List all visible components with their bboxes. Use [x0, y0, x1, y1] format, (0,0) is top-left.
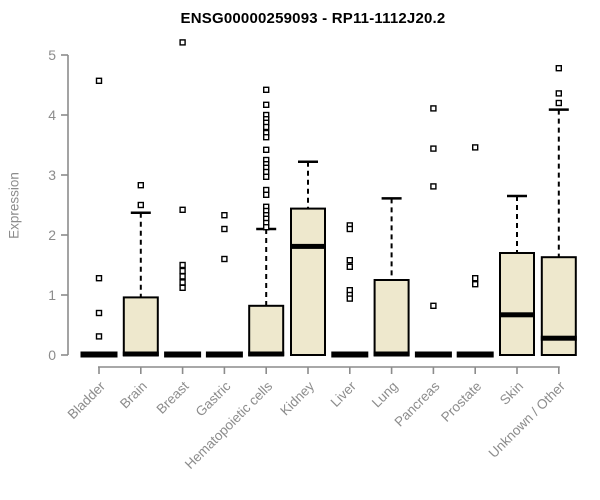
- outlier-point: [137, 201, 145, 209]
- box-body: [373, 279, 410, 356]
- flat-box-at-zero: [456, 351, 494, 358]
- boxplot-group-pancreas: [414, 105, 452, 358]
- x-tick-label: Kidney: [277, 378, 317, 418]
- outlier-point: [472, 275, 479, 282]
- outlier-point: [346, 263, 353, 270]
- x-tick-label: Breast: [154, 378, 192, 416]
- outlier-point: [472, 144, 479, 151]
- outlier-point: [263, 146, 270, 154]
- flat-box-at-zero: [205, 351, 243, 358]
- x-tick-label: Unknown / Other: [486, 378, 569, 461]
- outlier-point: [221, 211, 228, 219]
- outlier-point: [472, 281, 479, 288]
- outlier-point: [95, 77, 103, 85]
- outlier-point: [179, 206, 186, 214]
- median-line: [540, 335, 577, 341]
- y-tick-label: 4: [48, 107, 56, 123]
- outlier-point: [555, 99, 562, 107]
- outlier-point: [430, 145, 437, 152]
- outlier-point: [179, 284, 186, 291]
- outlier-point: [346, 295, 353, 302]
- boxplot-group-kidney: [290, 160, 326, 356]
- boxplot-group-lung: [373, 197, 410, 357]
- boxplot-group-brain: [122, 181, 159, 357]
- outlier-point: [430, 302, 437, 309]
- boxplot-group-liver: [331, 222, 369, 358]
- outlier-point: [221, 225, 228, 233]
- x-tick-label: Brain: [117, 379, 150, 412]
- x-tick-label: Bladder: [65, 378, 109, 422]
- x-tick-label: Prostate: [438, 379, 484, 425]
- boxplot-group-hematopoietic-cells: [248, 86, 285, 357]
- boxplot-group-prostate: [456, 144, 494, 358]
- box-body: [290, 207, 326, 356]
- y-tick-label: 0: [48, 347, 56, 363]
- y-tick-label: 5: [48, 47, 56, 63]
- outlier-point: [179, 273, 186, 280]
- x-tick-label: Liver: [328, 378, 360, 410]
- y-tick-label: 3: [48, 167, 56, 183]
- outlier-point: [137, 181, 145, 189]
- boxplot-group-breast: [164, 39, 202, 358]
- outlier-point: [263, 123, 270, 131]
- outlier-point: [263, 133, 270, 141]
- outlier-point: [179, 39, 186, 46]
- outlier-point: [263, 191, 270, 199]
- chart-title: ENSG00000259093 - RP11-1112J20.2: [180, 10, 446, 27]
- flat-box-at-zero: [331, 351, 369, 358]
- boxplot-group-bladder: [80, 77, 118, 358]
- boxplot-group-gastric: [205, 211, 243, 358]
- outlier-point: [430, 105, 437, 112]
- outlier-point: [95, 275, 103, 282]
- outlier-point: [263, 173, 270, 181]
- x-tick-label: Lung: [369, 379, 401, 411]
- outlier-point: [346, 225, 353, 233]
- box-body: [122, 296, 159, 356]
- outlier-point: [95, 333, 103, 340]
- boxplot-group-unknown-other: [540, 64, 577, 357]
- median-line: [499, 312, 535, 318]
- median-line: [122, 351, 159, 357]
- outlier-point: [179, 279, 186, 286]
- x-tick-label: Skin: [497, 379, 526, 408]
- median-line: [373, 351, 410, 357]
- box-body: [248, 304, 285, 356]
- outlier-point: [555, 90, 562, 97]
- outlier-point: [263, 86, 270, 94]
- median-line: [290, 243, 326, 249]
- outlier-point: [263, 101, 270, 109]
- outlier-point: [179, 261, 186, 269]
- outlier-point: [346, 257, 353, 264]
- outlier-point: [555, 64, 562, 72]
- x-tick-label: Pancreas: [392, 378, 443, 429]
- flat-box-at-zero: [414, 351, 452, 358]
- outlier-point: [430, 183, 437, 190]
- flat-box-at-zero: [164, 351, 202, 358]
- y-tick-label: 1: [48, 287, 56, 303]
- flat-box-at-zero: [80, 351, 118, 358]
- median-line: [248, 351, 285, 357]
- outlier-point: [95, 309, 103, 317]
- x-tick-label: Gastric: [193, 378, 234, 419]
- outlier-point: [221, 255, 228, 263]
- box-body: [499, 252, 535, 356]
- boxplot-group-skin: [499, 194, 535, 356]
- outlier-point: [263, 223, 270, 231]
- outlier-point: [179, 267, 186, 275]
- y-tick-label: 2: [48, 227, 56, 243]
